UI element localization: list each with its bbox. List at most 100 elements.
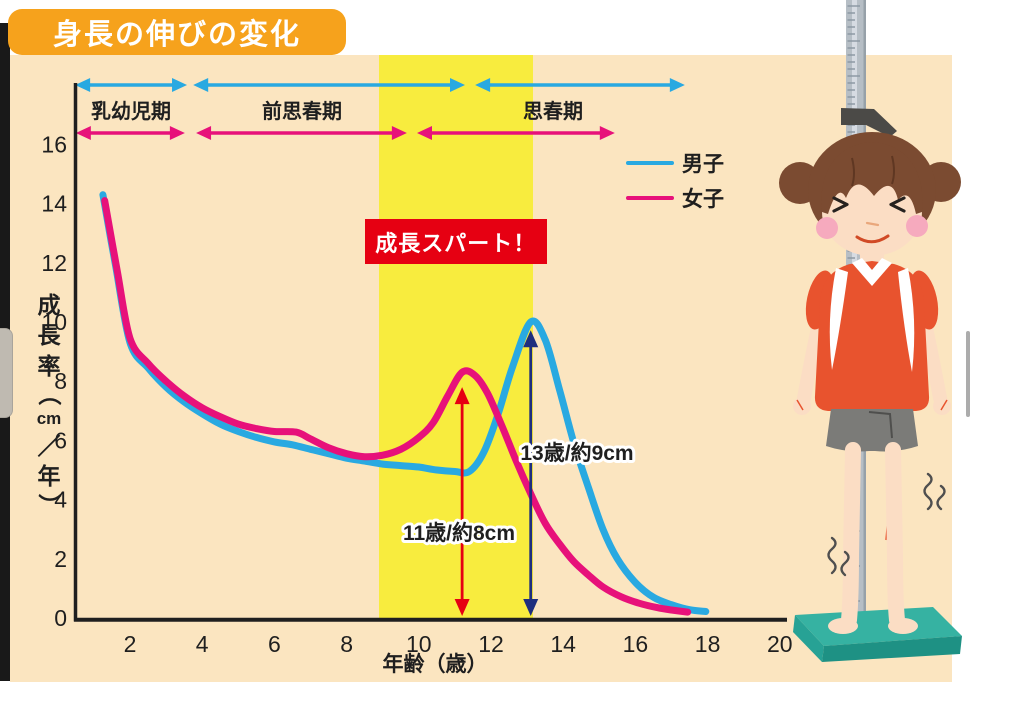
x-tick-label: 14 — [550, 631, 576, 657]
arrowhead-right — [450, 78, 466, 92]
shorts-seam — [868, 411, 893, 439]
phase-arrow — [75, 126, 185, 140]
hand-left — [793, 397, 811, 415]
x-tick-label: 2 — [124, 631, 137, 657]
frown-mouth — [855, 234, 890, 244]
y-axis-title-char: 成 — [37, 292, 61, 318]
phase-label: 前思春期 — [262, 99, 342, 123]
page-title: 身長の伸びの変化 — [8, 9, 346, 55]
annotation-label: 13歳/約9cm — [520, 441, 633, 465]
phase-label: 乳幼児期 — [91, 99, 171, 123]
y-tick-label: 16 — [41, 131, 67, 157]
y-tick-label: 8 — [54, 368, 67, 394]
arrowhead-left — [75, 126, 91, 140]
y-axis-title-char: ／ — [37, 432, 61, 459]
y-tick-label: 14 — [41, 191, 67, 217]
arrowhead-right — [391, 126, 407, 140]
annotation-arrow — [523, 330, 539, 616]
growth-spurt-label: 成長スパート！ — [364, 219, 547, 264]
arrowhead-left — [475, 78, 491, 92]
x-tick-label: 18 — [695, 631, 721, 657]
series-curve-男子 — [99, 191, 710, 615]
shirt-swoosh-left — [829, 268, 848, 370]
y-axis-title-char: ） — [36, 493, 62, 517]
closed-eye-right — [889, 196, 906, 213]
arrowhead-up — [454, 387, 470, 405]
legend-label-boys: 男子 — [682, 152, 724, 176]
girls-line-swatch — [626, 195, 674, 200]
y-tick-label: 4 — [54, 487, 67, 513]
arrowhead-right — [169, 126, 185, 140]
y-tick-label: 0 — [54, 605, 67, 631]
x-tick-label: 12 — [478, 631, 504, 657]
arrowhead-left — [75, 78, 91, 92]
annotation-arrow — [454, 387, 470, 616]
phase-arrow — [193, 78, 466, 92]
arrowhead-left — [196, 126, 212, 140]
arrowhead-right — [669, 78, 685, 92]
foot-right — [888, 618, 918, 634]
growth-spurt-band — [379, 55, 533, 620]
y-axis-title-char: 年 — [37, 463, 61, 490]
nose — [865, 221, 880, 227]
base-top-face — [795, 607, 962, 646]
growth-spurt-label-text: 成長スパート！ — [375, 230, 537, 256]
x-tick-label: 20 — [767, 631, 793, 657]
base-left-face — [793, 615, 824, 662]
scrollbar-thumb[interactable] — [966, 331, 970, 417]
legend-label-girls: 女子 — [682, 187, 724, 211]
arrowhead-left — [193, 78, 209, 92]
annotation-label: 11歳/約8cm — [403, 521, 515, 545]
chart-legend: 男子 女子 — [626, 145, 724, 215]
leg-left — [841, 442, 861, 628]
y-tick-label: 10 — [41, 309, 67, 335]
arrowhead-up — [523, 330, 539, 348]
y-axis-title-char: cm — [36, 409, 62, 429]
blush-left — [816, 217, 838, 239]
y-axis-title-char: 率 — [37, 352, 61, 379]
x-axis-title: 年齢（歳） — [382, 653, 488, 676]
bangs — [821, 142, 923, 214]
x-tick-label: 4 — [196, 631, 209, 657]
stadiometer-base-top — [793, 607, 962, 662]
arrowhead-down — [523, 599, 539, 616]
hand-lines — [796, 399, 948, 411]
x-tick-label: 16 — [623, 631, 649, 657]
foot-left — [828, 618, 858, 634]
legend-item-girls: 女子 — [626, 180, 724, 215]
girl-illustration — [779, 132, 961, 634]
y-axis-title-char: 長 — [37, 322, 61, 349]
x-tick-label: 6 — [268, 631, 281, 657]
collar — [852, 258, 892, 286]
x-tick-label: 8 — [340, 631, 353, 657]
phase-label: 思春期 — [523, 99, 583, 123]
shirt-swoosh-right — [898, 268, 915, 372]
base-front-face — [822, 636, 962, 662]
phase-arrow — [196, 126, 407, 140]
y-axis-title: 成長率 （ cm ／ 年 ） — [32, 292, 66, 516]
legend-item-boys: 男子 — [626, 145, 724, 180]
x-tick-label: 10 — [406, 631, 432, 657]
phase-arrow — [75, 78, 188, 92]
drawer-handle[interactable] — [0, 328, 13, 418]
phase-arrow — [475, 78, 685, 92]
phase-arrow — [416, 126, 615, 140]
hair-strands — [851, 155, 895, 187]
arrowhead-down — [454, 599, 470, 616]
tremble-squiggles — [827, 472, 946, 577]
leg-right — [885, 442, 905, 628]
y-tick-label: 12 — [41, 250, 67, 276]
shorts — [826, 409, 918, 452]
closed-eye-left — [832, 196, 849, 213]
arrowhead-right — [172, 78, 188, 92]
page-title-text: 身長の伸びの変化 — [52, 19, 301, 51]
series-curve-女子 — [101, 197, 692, 616]
y-tick-label: 6 — [54, 427, 67, 453]
blush-right — [906, 215, 928, 237]
boys-line-swatch — [626, 160, 674, 165]
y-tick-label: 2 — [54, 546, 67, 572]
arrowhead-left — [416, 126, 432, 140]
